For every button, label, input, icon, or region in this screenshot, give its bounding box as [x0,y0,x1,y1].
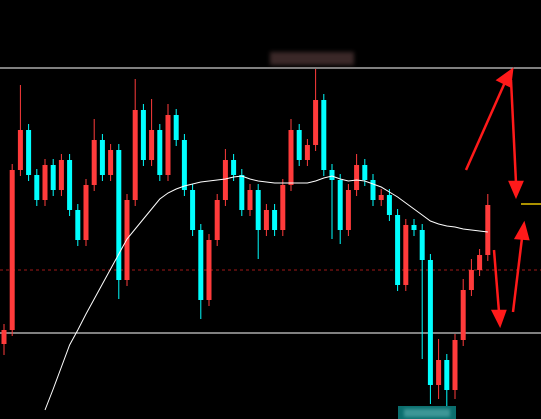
candle-body [140,110,146,160]
arrow-head [508,180,524,200]
candle-body [116,150,122,280]
arrow-head [490,309,507,329]
candle-body [477,255,483,270]
candle-body [190,190,196,230]
plot-area [0,67,541,411]
candle-body [321,100,327,170]
candle-body [26,130,32,175]
candle-body [345,190,351,230]
candle-body [272,210,278,230]
candle-body [255,190,261,230]
blurred-label [270,52,354,65]
arrow [492,249,501,313]
candle-body [378,195,384,200]
candle-body [157,130,163,175]
arrow [464,79,508,171]
candle-body [452,340,458,390]
candle-body [91,140,97,185]
candle-body [485,205,491,255]
annotation-arrows [464,67,530,329]
candle-body [313,100,319,145]
candle-body [370,180,376,200]
candle-body [132,110,138,200]
candle-body [386,195,392,215]
candle-body [42,165,48,200]
candle-body [34,175,40,200]
arrow [509,79,518,184]
candle-body [296,130,302,160]
candle-body [304,145,310,160]
candle-body [263,210,269,230]
candle-body [214,200,220,240]
candle-body [427,260,433,385]
blurred-label [404,409,450,417]
candle-body [9,170,15,330]
candle-body [280,185,286,230]
arrow-head [495,67,514,88]
candle-body [173,115,179,140]
candle-body [83,185,89,240]
candle-body [329,170,335,180]
candle-body [149,130,155,160]
candle-body [108,150,114,175]
candle-body [288,130,294,185]
candle-body [239,175,245,210]
candle-body [403,225,409,285]
candle-body [206,240,212,300]
candle-body [354,165,360,190]
candle-body [165,115,171,175]
candle-body [436,360,442,385]
arrow-head [513,220,530,241]
candle-body [75,210,81,240]
candle-body [181,140,187,190]
arrow [511,237,524,313]
candle-body [58,160,64,190]
candle-body [99,140,105,175]
moving-average [44,175,488,411]
candle-body [460,290,466,340]
candle-body [222,160,228,200]
candle-body [1,330,7,344]
candle-body [17,130,23,170]
candle-body [198,230,204,300]
candle-body [337,180,343,230]
candle-body [67,160,73,210]
candle-body [444,360,450,390]
candle-body [419,230,425,260]
candle-body [247,190,253,210]
candle-body [231,160,237,175]
candle-body [468,270,474,290]
candle-body [50,165,56,190]
candle-body [362,165,368,180]
candle-body [411,225,417,230]
candle-body [395,215,401,285]
